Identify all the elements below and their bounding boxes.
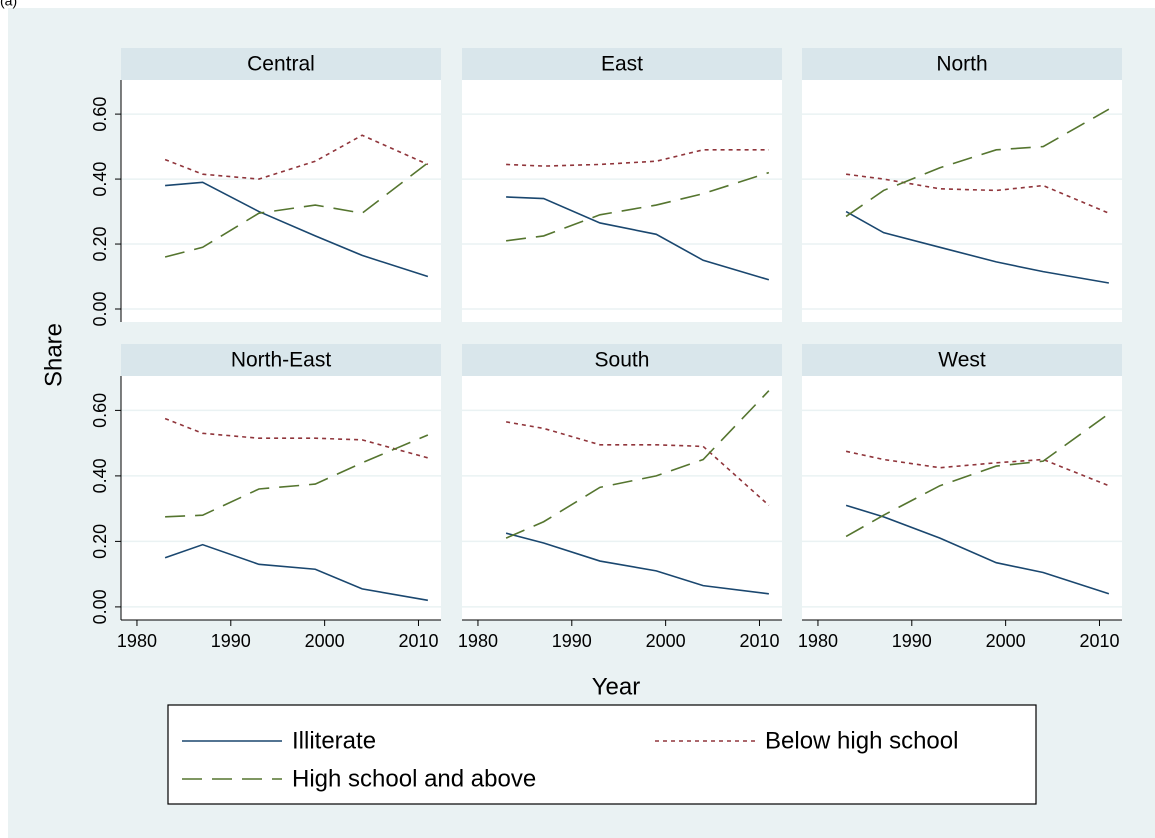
panel-title: North-East: [231, 349, 332, 372]
plot-area: [802, 376, 1122, 620]
plot-area: [462, 376, 782, 620]
series-line: [845, 504, 1110, 595]
y-tick-label: 0.60: [90, 97, 110, 132]
x-tick-label: 1990: [211, 631, 251, 651]
x-tick-label: 1980: [117, 631, 157, 651]
series-line: [164, 417, 429, 459]
series-line: [506, 196, 770, 281]
series-line: [164, 162, 429, 258]
x-tick-label: 1980: [458, 631, 498, 651]
plot-area: [121, 80, 441, 322]
panel-title: East: [601, 53, 643, 76]
figure-label: (a): [0, 0, 17, 9]
plot-area: [462, 80, 782, 322]
panel-title: West: [938, 349, 986, 372]
series-line: [506, 149, 769, 167]
x-tick-label: 2010: [398, 631, 438, 651]
legend-box: [167, 704, 1037, 805]
x-tick-label: 1990: [892, 631, 932, 651]
series-line: [845, 450, 1110, 487]
series-line: [845, 108, 1110, 218]
y-tick-label: 0.20: [90, 524, 110, 559]
plot-area: [121, 376, 441, 620]
series-line: [846, 173, 1110, 214]
x-tick-label: 2000: [986, 631, 1026, 651]
y-axis-title: Share: [40, 323, 67, 387]
y-tick-label: 0.00: [90, 589, 110, 624]
series-line: [505, 532, 769, 595]
x-tick-label: 2010: [739, 631, 779, 651]
series-line: [506, 171, 770, 242]
strip: [462, 344, 782, 376]
series-line: [505, 390, 770, 539]
strip: [121, 344, 441, 376]
strip: [802, 48, 1122, 80]
x-tick-label: 1990: [552, 631, 592, 651]
series-line: [845, 210, 1109, 284]
strip: [462, 48, 782, 80]
plot-area: [802, 80, 1122, 322]
legend-label: Illiterate: [292, 727, 376, 754]
y-tick-label: 0.60: [90, 393, 110, 428]
legend-label: Below high school: [765, 727, 958, 754]
series-line: [845, 413, 1110, 538]
panel-title: North: [936, 53, 987, 76]
x-tick-label: 2000: [305, 631, 345, 651]
x-axis-title: Year: [592, 673, 641, 700]
panel-title: South: [595, 349, 650, 372]
x-tick-label: 1980: [798, 631, 838, 651]
series-line: [165, 181, 429, 278]
strip: [121, 48, 441, 80]
y-tick-label: 0.40: [90, 162, 110, 197]
strip: [802, 344, 1122, 376]
y-tick-label: 0.00: [90, 291, 110, 326]
series-line: [164, 543, 428, 602]
y-tick-label: 0.40: [90, 458, 110, 493]
series-line: [164, 134, 429, 180]
y-tick-label: 0.20: [90, 227, 110, 262]
series-line: [165, 434, 429, 518]
panel-title: Central: [247, 53, 315, 76]
x-tick-label: 2010: [1079, 631, 1119, 651]
x-tick-label: 2000: [646, 631, 686, 651]
legend-label: High school and above: [292, 765, 536, 792]
